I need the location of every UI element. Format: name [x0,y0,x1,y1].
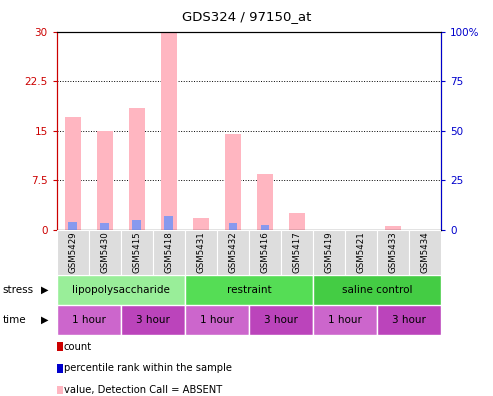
Bar [261,225,269,230]
Bar [289,213,305,230]
Bar [161,32,177,230]
Bar [313,275,441,305]
Bar [129,108,145,230]
Text: GSM5419: GSM5419 [324,232,334,273]
Text: 1 hour: 1 hour [328,315,362,325]
Text: 1 hour: 1 hour [200,315,234,325]
Bar [185,230,217,275]
Text: ▶: ▶ [40,285,48,295]
Text: GSM5430: GSM5430 [100,232,109,273]
Text: percentile rank within the sample: percentile rank within the sample [64,363,232,373]
Bar [69,222,77,230]
Text: count: count [64,341,92,352]
Text: GSM5432: GSM5432 [228,232,238,273]
Text: GSM5433: GSM5433 [388,232,398,273]
Text: 3 hour: 3 hour [264,315,298,325]
Bar [377,305,441,335]
Bar [225,134,241,230]
Bar [57,305,121,335]
Bar [345,230,377,275]
Text: saline control: saline control [342,285,413,295]
Bar [185,275,313,305]
Bar [229,223,237,230]
Bar [165,217,173,230]
Bar [65,118,81,230]
Bar [89,230,121,275]
Bar [121,305,185,335]
Text: GSM5416: GSM5416 [260,232,270,273]
Text: stress: stress [2,285,34,295]
Text: GSM5415: GSM5415 [132,232,141,273]
Bar [193,218,209,230]
Text: ▶: ▶ [40,315,48,325]
Text: 1 hour: 1 hour [72,315,106,325]
Bar [121,230,153,275]
Bar [133,221,141,230]
Text: GSM5418: GSM5418 [164,232,174,273]
Bar [217,230,249,275]
Text: value, Detection Call = ABSENT: value, Detection Call = ABSENT [64,385,222,395]
Bar [257,173,273,230]
Bar [249,305,313,335]
Text: time: time [2,315,26,325]
Text: 3 hour: 3 hour [392,315,426,325]
Text: GSM5417: GSM5417 [292,232,302,273]
Bar [409,230,441,275]
Bar [153,230,185,275]
Text: GSM5429: GSM5429 [68,232,77,273]
Bar [57,275,185,305]
Bar [385,227,401,230]
Text: restraint: restraint [227,285,271,295]
Bar [101,223,109,230]
Bar [313,230,345,275]
Bar [377,230,409,275]
Text: 3 hour: 3 hour [136,315,170,325]
Text: GSM5421: GSM5421 [356,232,366,273]
Bar [57,230,89,275]
Bar [185,305,249,335]
Text: GSM5434: GSM5434 [421,232,430,273]
Bar [281,230,313,275]
Text: lipopolysaccharide: lipopolysaccharide [72,285,170,295]
Bar [97,131,113,230]
Bar [249,230,281,275]
Bar [313,305,377,335]
Text: GSM5431: GSM5431 [196,232,206,273]
Text: GDS324 / 97150_at: GDS324 / 97150_at [182,10,311,23]
